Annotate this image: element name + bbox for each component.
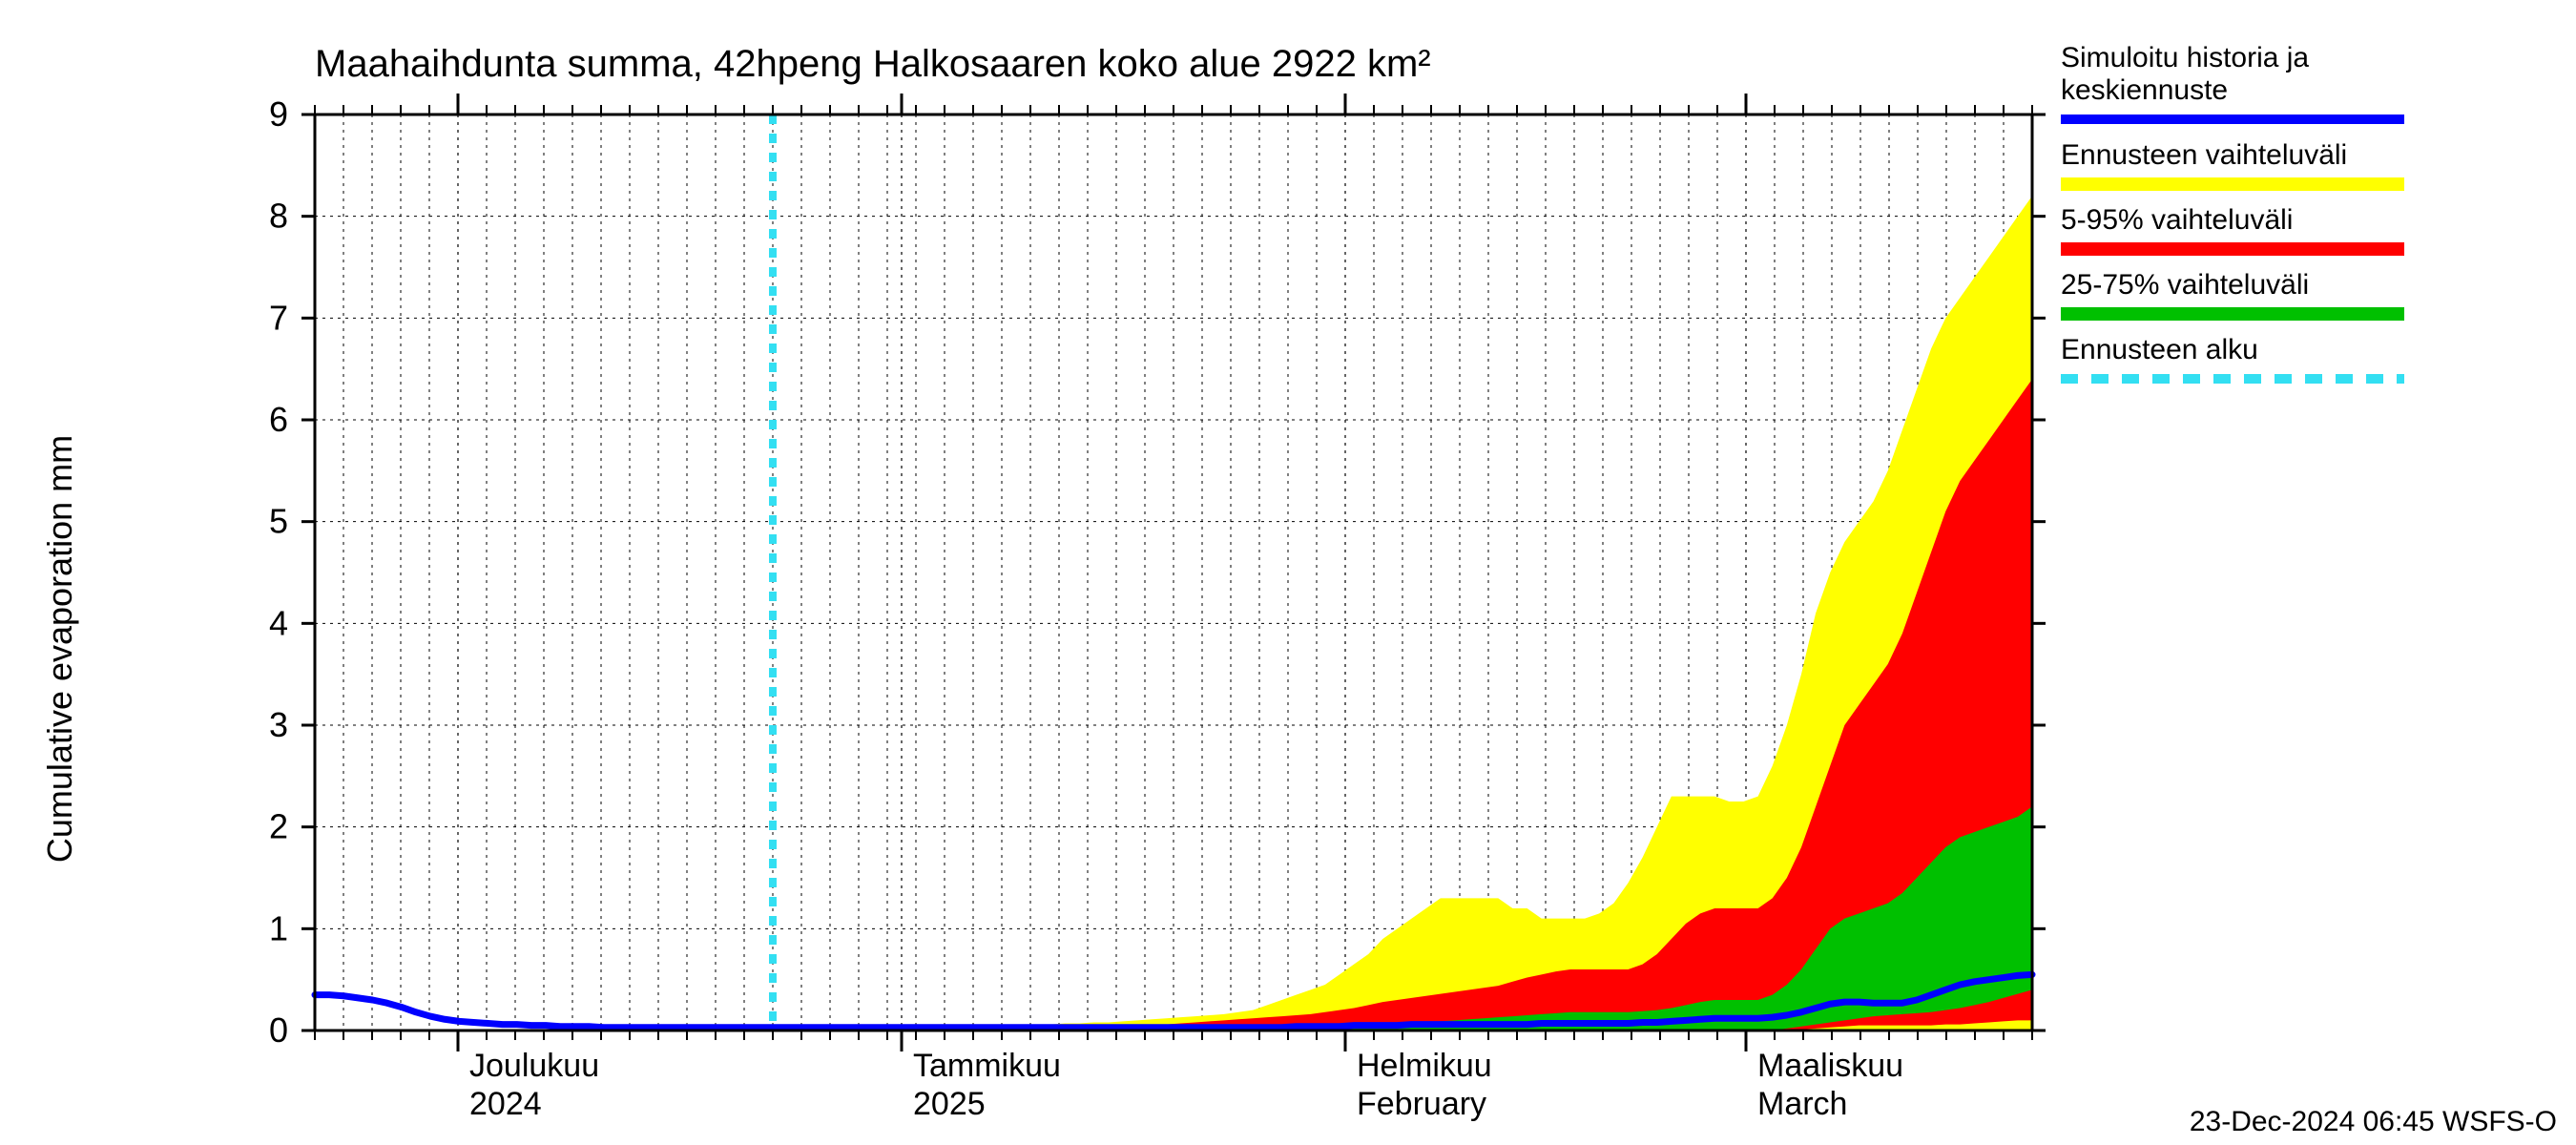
month-label: March bbox=[1757, 1086, 1847, 1122]
legend-label: 5-95% vaihteluväli bbox=[2061, 204, 2293, 236]
month-label: Tammikuu bbox=[913, 1048, 1061, 1084]
footer-timestamp: 23-Dec-2024 06:45 WSFS-O bbox=[2190, 1106, 2557, 1137]
ytick-label: 7 bbox=[269, 298, 288, 337]
legend: Simuloitu historia jakeskiennuste Ennuste… bbox=[2061, 42, 2404, 379]
month-label: Maaliskuu bbox=[1757, 1048, 1903, 1084]
month-label: 2024 bbox=[469, 1086, 542, 1122]
chart-svg: Cumulative evaporation mm Maahaihdunta s… bbox=[0, 0, 2576, 1145]
month-label: February bbox=[1357, 1086, 1486, 1122]
ytick-label: 2 bbox=[269, 807, 288, 846]
month-label: Joulukuu bbox=[469, 1048, 599, 1084]
ytick-label: 3 bbox=[269, 705, 288, 744]
ytick-label: 0 bbox=[269, 1010, 288, 1050]
month-label: 2025 bbox=[913, 1086, 986, 1122]
ytick-label: 9 bbox=[269, 94, 288, 134]
ytick-label: 4 bbox=[269, 603, 288, 642]
legend-label: 25-75% vaihteluväli bbox=[2061, 269, 2309, 301]
y-axis-label: Cumulative evaporation mm bbox=[40, 435, 79, 863]
ytick-label: 5 bbox=[269, 502, 288, 541]
legend-swatch bbox=[2061, 242, 2404, 256]
legend-label: Simuloitu historia ja bbox=[2061, 42, 2309, 73]
legend-label: keskiennuste bbox=[2061, 74, 2228, 106]
ytick-label: 8 bbox=[269, 197, 288, 236]
legend-swatch bbox=[2061, 307, 2404, 321]
plot-area: 0 1 2 3 4 5 6 7 8 9 Joulukuu2024 Tammikuu2025 Helmik… bbox=[269, 94, 2046, 1122]
legend-label: Ennusteen alku bbox=[2061, 334, 2258, 365]
ytick-label: 6 bbox=[269, 400, 288, 439]
ytick-label: 1 bbox=[269, 908, 288, 947]
chart-title: Maahaihdunta summa, 42hpeng Halkosaaren … bbox=[315, 43, 1431, 85]
month-label: Helmikuu bbox=[1357, 1048, 1492, 1084]
legend-label: Ennusteen vaihteluväli bbox=[2061, 139, 2347, 171]
legend-swatch bbox=[2061, 177, 2404, 191]
